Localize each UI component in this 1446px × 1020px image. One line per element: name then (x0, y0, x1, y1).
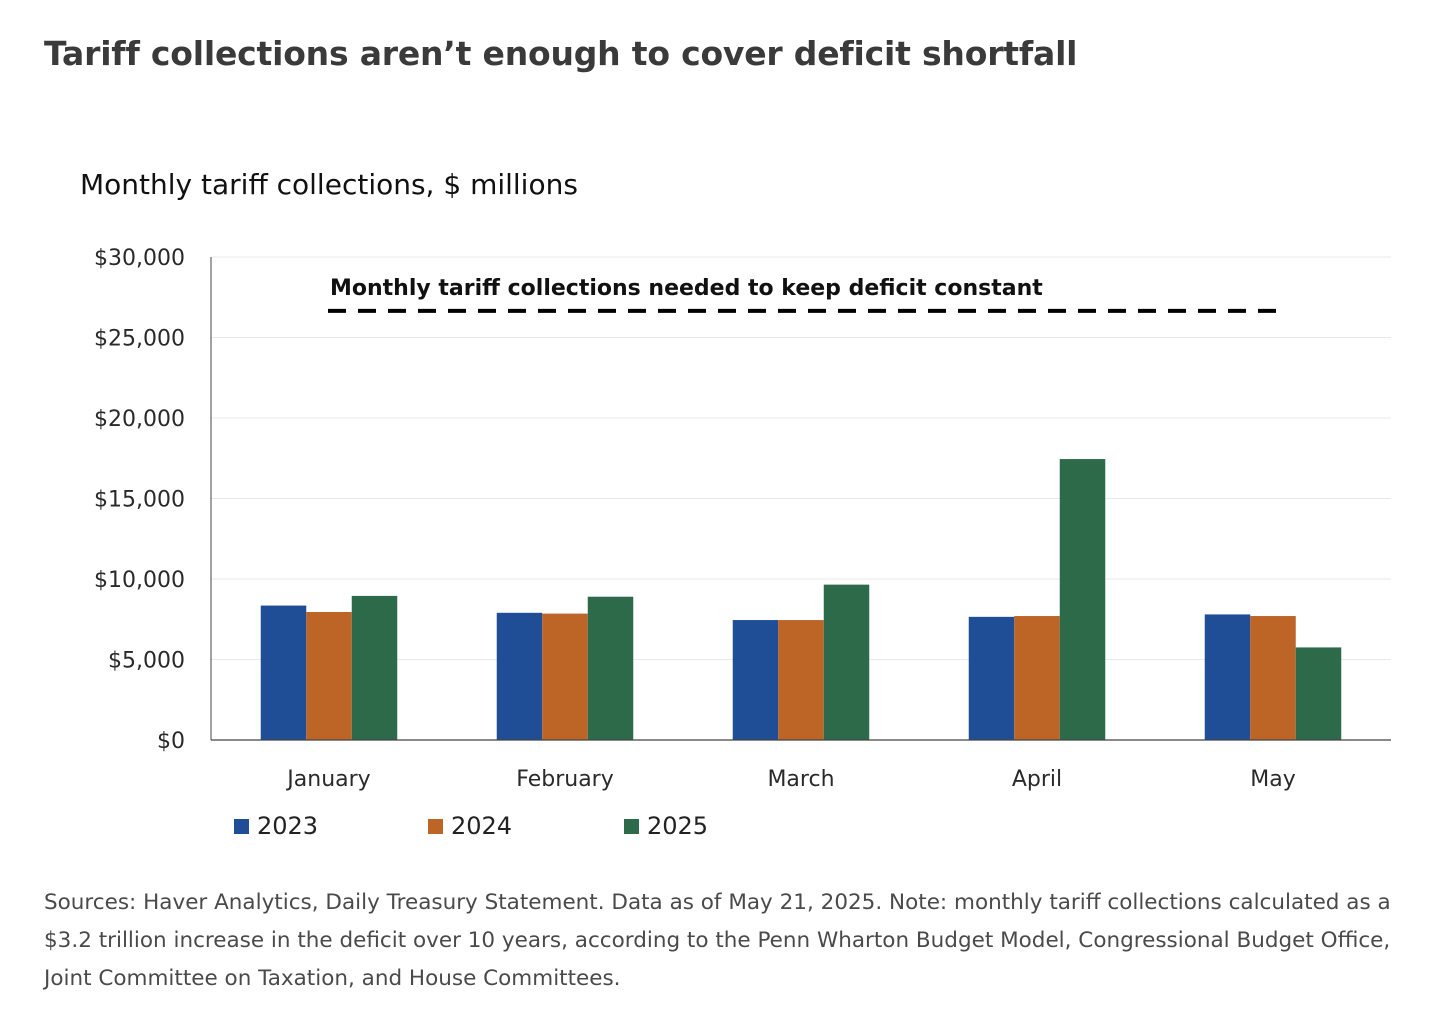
bar-2023-january (260, 605, 307, 740)
x-tick-label: May (1250, 767, 1295, 792)
y-tick-label: $15,000 (94, 488, 185, 513)
y-tick-label: $25,000 (94, 327, 185, 352)
reference-line-label: Monthly tariff collections needed to kee… (330, 276, 1043, 301)
x-axis-ticks: January February March April May (285, 767, 1295, 792)
x-tick-label: January (285, 767, 370, 792)
bar-2024-may (1250, 616, 1296, 740)
legend-label-2025: 2025 (647, 812, 709, 840)
legend-item-2024: 2024 (428, 812, 512, 840)
legend-item-2023: 2023 (234, 812, 318, 840)
bar-2023-april (968, 616, 1015, 740)
bars (260, 459, 1342, 740)
bar-2025-february (587, 596, 634, 740)
legend-swatch-2024 (428, 818, 443, 834)
bar-2025-january (351, 595, 398, 740)
bar-2024-january (306, 612, 352, 740)
bar-2023-may (1204, 614, 1251, 740)
x-tick-label: March (767, 767, 834, 792)
axes (210, 257, 1391, 741)
legend-swatch-2025 (624, 818, 639, 834)
reference-line-group: Monthly tariff collections needed to kee… (328, 276, 1278, 313)
bar-2023-march (732, 620, 779, 740)
x-tick-label: April (1012, 767, 1062, 792)
y-tick-label: $20,000 (94, 407, 185, 432)
bar-2024-march (778, 620, 824, 740)
bar-2024-april (1014, 616, 1060, 740)
y-axis-ticks: $0 $5,000 $10,000 $15,000 $20,000 $25,000 $30,… (94, 246, 185, 754)
bar-2023-february (496, 612, 543, 740)
y-tick-label: $10,000 (94, 568, 185, 593)
bar-chart: $0 $5,000 $10,000 $15,000 $20,000 $25,000 $30,… (94, 246, 1391, 792)
headline: Tariff collections aren’t enough to cove… (44, 34, 1078, 73)
bar-2025-april (1059, 459, 1106, 740)
legend-item-2025: 2025 (624, 812, 708, 840)
y-tick-label: $0 (157, 729, 185, 754)
legend-label-2024: 2024 (451, 812, 513, 840)
bar-2025-may (1295, 647, 1342, 740)
gridlines (211, 256, 1391, 660)
legend-label-2023: 2023 (257, 812, 319, 840)
y-tick-label: $5,000 (108, 649, 185, 674)
bar-2025-march (823, 584, 870, 740)
chart-title: Monthly tariff collections, $ millions (80, 168, 578, 201)
bar-2024-february (542, 613, 588, 740)
footnote: Sources: Haver Analytics, Daily Treasury… (44, 890, 1391, 991)
y-tick-label: $30,000 (94, 246, 185, 271)
legend-swatch-2023 (234, 818, 249, 834)
x-tick-label: February (516, 767, 614, 792)
